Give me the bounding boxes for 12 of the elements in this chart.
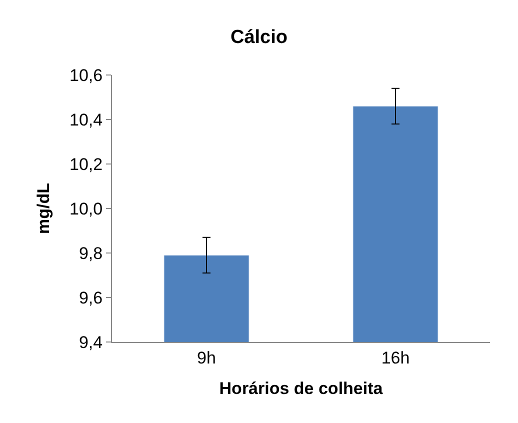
y-tick-label: 9,8 (78, 244, 103, 263)
y-tick-label: 10,0 (70, 199, 103, 218)
y-tick-label: 10,4 (70, 110, 103, 130)
x-axis-title: Horários de colheita (219, 378, 384, 398)
chart-title: Cálcio (230, 26, 288, 48)
y-tick-label: 10,2 (70, 154, 103, 174)
y-tick-label: 9,6 (78, 288, 103, 308)
x-tick-label: 9h (197, 348, 216, 368)
y-tick-label: 9,4 (78, 332, 103, 352)
x-tick-label: 16h (381, 348, 410, 368)
y-axis-title: mg/dL (34, 183, 54, 234)
y-tick-label: 10,6 (70, 66, 103, 85)
